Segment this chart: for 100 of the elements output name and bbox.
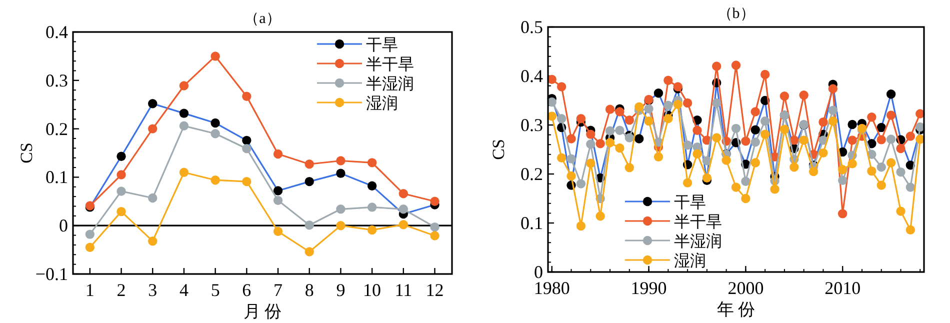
point bbox=[731, 124, 741, 134]
x-tick-label: 11 bbox=[394, 280, 412, 300]
x-tick-label: 12 bbox=[426, 280, 444, 300]
point bbox=[838, 164, 848, 174]
point bbox=[750, 158, 760, 168]
y-axis-title: CS bbox=[17, 142, 36, 164]
chart-title: （b） bbox=[717, 6, 755, 22]
point bbox=[780, 124, 790, 134]
point bbox=[664, 114, 673, 124]
point bbox=[790, 162, 799, 172]
point bbox=[605, 104, 615, 114]
point bbox=[828, 84, 838, 94]
point bbox=[750, 138, 760, 147]
x-tick-label: 9 bbox=[336, 280, 346, 300]
point bbox=[654, 152, 664, 162]
x-tick-label: 6 bbox=[242, 280, 252, 300]
point bbox=[741, 176, 750, 186]
point bbox=[760, 70, 770, 80]
legend-label: 湿润 bbox=[674, 252, 706, 270]
y-axis-title: CS bbox=[489, 139, 508, 160]
y-tick-label: 0.2 bbox=[520, 164, 543, 184]
point bbox=[576, 114, 586, 124]
point bbox=[576, 221, 586, 231]
point bbox=[876, 135, 886, 144]
point bbox=[430, 222, 440, 232]
point bbox=[210, 52, 220, 61]
point bbox=[116, 170, 126, 180]
point bbox=[799, 136, 808, 145]
point bbox=[624, 163, 634, 172]
point bbox=[692, 126, 702, 135]
point bbox=[179, 81, 189, 90]
y-tick-label: 0.1 bbox=[520, 213, 543, 233]
point bbox=[818, 117, 828, 127]
point bbox=[304, 247, 314, 256]
point bbox=[828, 116, 838, 126]
point bbox=[624, 133, 634, 142]
point bbox=[148, 124, 158, 134]
x-tick-label: 4 bbox=[179, 280, 188, 300]
point bbox=[336, 204, 346, 214]
y-tick-label: 0.5 bbox=[520, 17, 543, 37]
point bbox=[818, 148, 828, 158]
point bbox=[624, 116, 634, 125]
point bbox=[731, 182, 741, 192]
point bbox=[906, 132, 916, 141]
point bbox=[664, 76, 673, 86]
point bbox=[886, 134, 896, 144]
point bbox=[808, 166, 818, 176]
point bbox=[586, 158, 596, 168]
point bbox=[896, 144, 906, 154]
point bbox=[367, 202, 377, 212]
x-tick-label: 2 bbox=[116, 280, 126, 300]
point bbox=[242, 144, 252, 154]
legend-label: 半干旱 bbox=[366, 56, 414, 74]
point bbox=[210, 176, 220, 185]
point bbox=[430, 196, 440, 206]
point bbox=[848, 159, 857, 168]
point bbox=[576, 179, 586, 188]
point bbox=[741, 136, 750, 146]
point bbox=[741, 194, 750, 204]
point bbox=[596, 139, 605, 148]
point bbox=[547, 74, 556, 84]
x-tick-label: 1 bbox=[85, 280, 94, 300]
legend-label: 湿润 bbox=[366, 94, 398, 112]
point bbox=[682, 98, 692, 108]
point bbox=[770, 184, 780, 194]
point bbox=[547, 97, 556, 107]
point bbox=[336, 156, 346, 166]
point bbox=[556, 114, 566, 124]
y-tick-label: 0.3 bbox=[46, 70, 68, 90]
point bbox=[304, 160, 314, 169]
point bbox=[179, 168, 189, 177]
point bbox=[304, 220, 314, 230]
x-tick-label: 7 bbox=[274, 280, 283, 300]
point bbox=[702, 173, 712, 183]
point bbox=[85, 242, 95, 252]
point bbox=[906, 182, 916, 192]
point bbox=[148, 193, 158, 203]
point bbox=[644, 104, 654, 114]
point bbox=[242, 176, 252, 186]
point bbox=[398, 220, 408, 230]
point bbox=[896, 167, 906, 177]
x-tick-label: 10 bbox=[363, 280, 382, 300]
point bbox=[273, 226, 283, 236]
point bbox=[398, 189, 408, 198]
x-tick-label: 3 bbox=[148, 280, 158, 300]
point bbox=[886, 158, 896, 168]
point bbox=[876, 162, 886, 172]
point bbox=[722, 156, 731, 165]
point bbox=[566, 171, 576, 181]
point bbox=[867, 166, 876, 176]
point bbox=[838, 209, 848, 218]
legend-label: 干旱 bbox=[366, 37, 398, 54]
point bbox=[116, 206, 126, 216]
point bbox=[673, 100, 682, 110]
point bbox=[556, 153, 566, 162]
point bbox=[780, 91, 790, 101]
point bbox=[712, 98, 722, 108]
point bbox=[644, 116, 654, 126]
x-axis-title: 年 份 bbox=[716, 300, 756, 319]
point bbox=[556, 82, 566, 92]
